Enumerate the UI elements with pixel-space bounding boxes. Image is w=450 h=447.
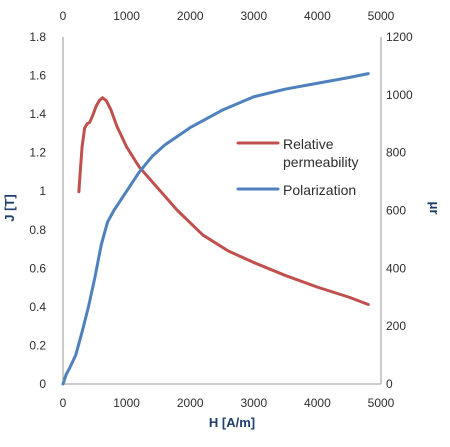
left-y-tick-label: 1.2 [29, 146, 46, 160]
legend-item-relative-permeability-label: Relative [283, 136, 334, 152]
right-y-tick-label: 800 [386, 146, 406, 160]
bottom-x-tick-labels: 0 1000 2000 3000 4000 5000 [60, 396, 395, 410]
right-y-tick-label: 0 [386, 377, 393, 391]
series-layer [61, 72, 370, 386]
legend-item-relative-permeability-label: permeability [283, 154, 358, 170]
left-y-axis-title: J [T] [2, 194, 17, 221]
top-x-tick-label: 3000 [240, 9, 267, 23]
bottom-x-tick-label: 3000 [240, 396, 267, 410]
top-x-tick-labels: 0 1000 2000 3000 4000 5000 [60, 9, 395, 23]
right-y-tick-label: 200 [386, 319, 406, 333]
right-y-tick-label: 400 [386, 261, 406, 275]
left-y-tick-label: 0.2 [29, 338, 46, 352]
left-y-tick-labels: 0 0.2 0.4 0.6 0.8 1 1.2 1.4 1.6 1.8 [29, 30, 46, 391]
right-y-tick-label: 600 [386, 204, 406, 218]
right-y-tick-labels: 0 200 400 600 800 1000 1200 [386, 30, 413, 391]
top-x-tick-label: 1000 [113, 9, 140, 23]
relative-permeability-line [77, 96, 370, 306]
polarization-line [61, 72, 370, 386]
left-y-tick-label: 1 [39, 184, 46, 198]
legend-item-polarization: Polarization [236, 182, 356, 198]
x-axis-title: H [A/m] [209, 415, 255, 430]
left-y-tick-label: 1.6 [29, 69, 46, 83]
left-y-tick-label: 1.4 [29, 107, 46, 121]
bottom-x-tick-label: 2000 [177, 396, 204, 410]
legend-item-polarization-label: Polarization [283, 182, 356, 198]
top-x-tick-label: 4000 [304, 9, 331, 23]
left-y-tick-label: 0.6 [29, 261, 46, 275]
right-y-axis-title: μr [427, 201, 442, 214]
left-y-tick-label: 0.8 [29, 223, 46, 237]
left-y-tick-label: 0 [39, 377, 46, 391]
top-x-tick-label: 0 [60, 9, 67, 23]
left-y-tick-label: 1.8 [29, 30, 46, 44]
left-y-tick-label: 0.4 [29, 300, 46, 314]
bottom-x-tick-label: 5000 [368, 396, 395, 410]
top-x-tick-label: 2000 [177, 9, 204, 23]
top-x-tick-label: 5000 [368, 9, 395, 23]
right-y-tick-label: 1200 [386, 30, 413, 44]
bottom-x-tick-label: 0 [60, 396, 67, 410]
axis-lines [62, 37, 382, 385]
legend-item-relative-permeability: Relative permeability [236, 136, 358, 170]
bottom-x-tick-label: 4000 [304, 396, 331, 410]
right-y-tick-label: 1000 [386, 88, 413, 102]
bottom-x-tick-label: 1000 [113, 396, 140, 410]
legend: Relative permeability Polarization [236, 136, 358, 198]
